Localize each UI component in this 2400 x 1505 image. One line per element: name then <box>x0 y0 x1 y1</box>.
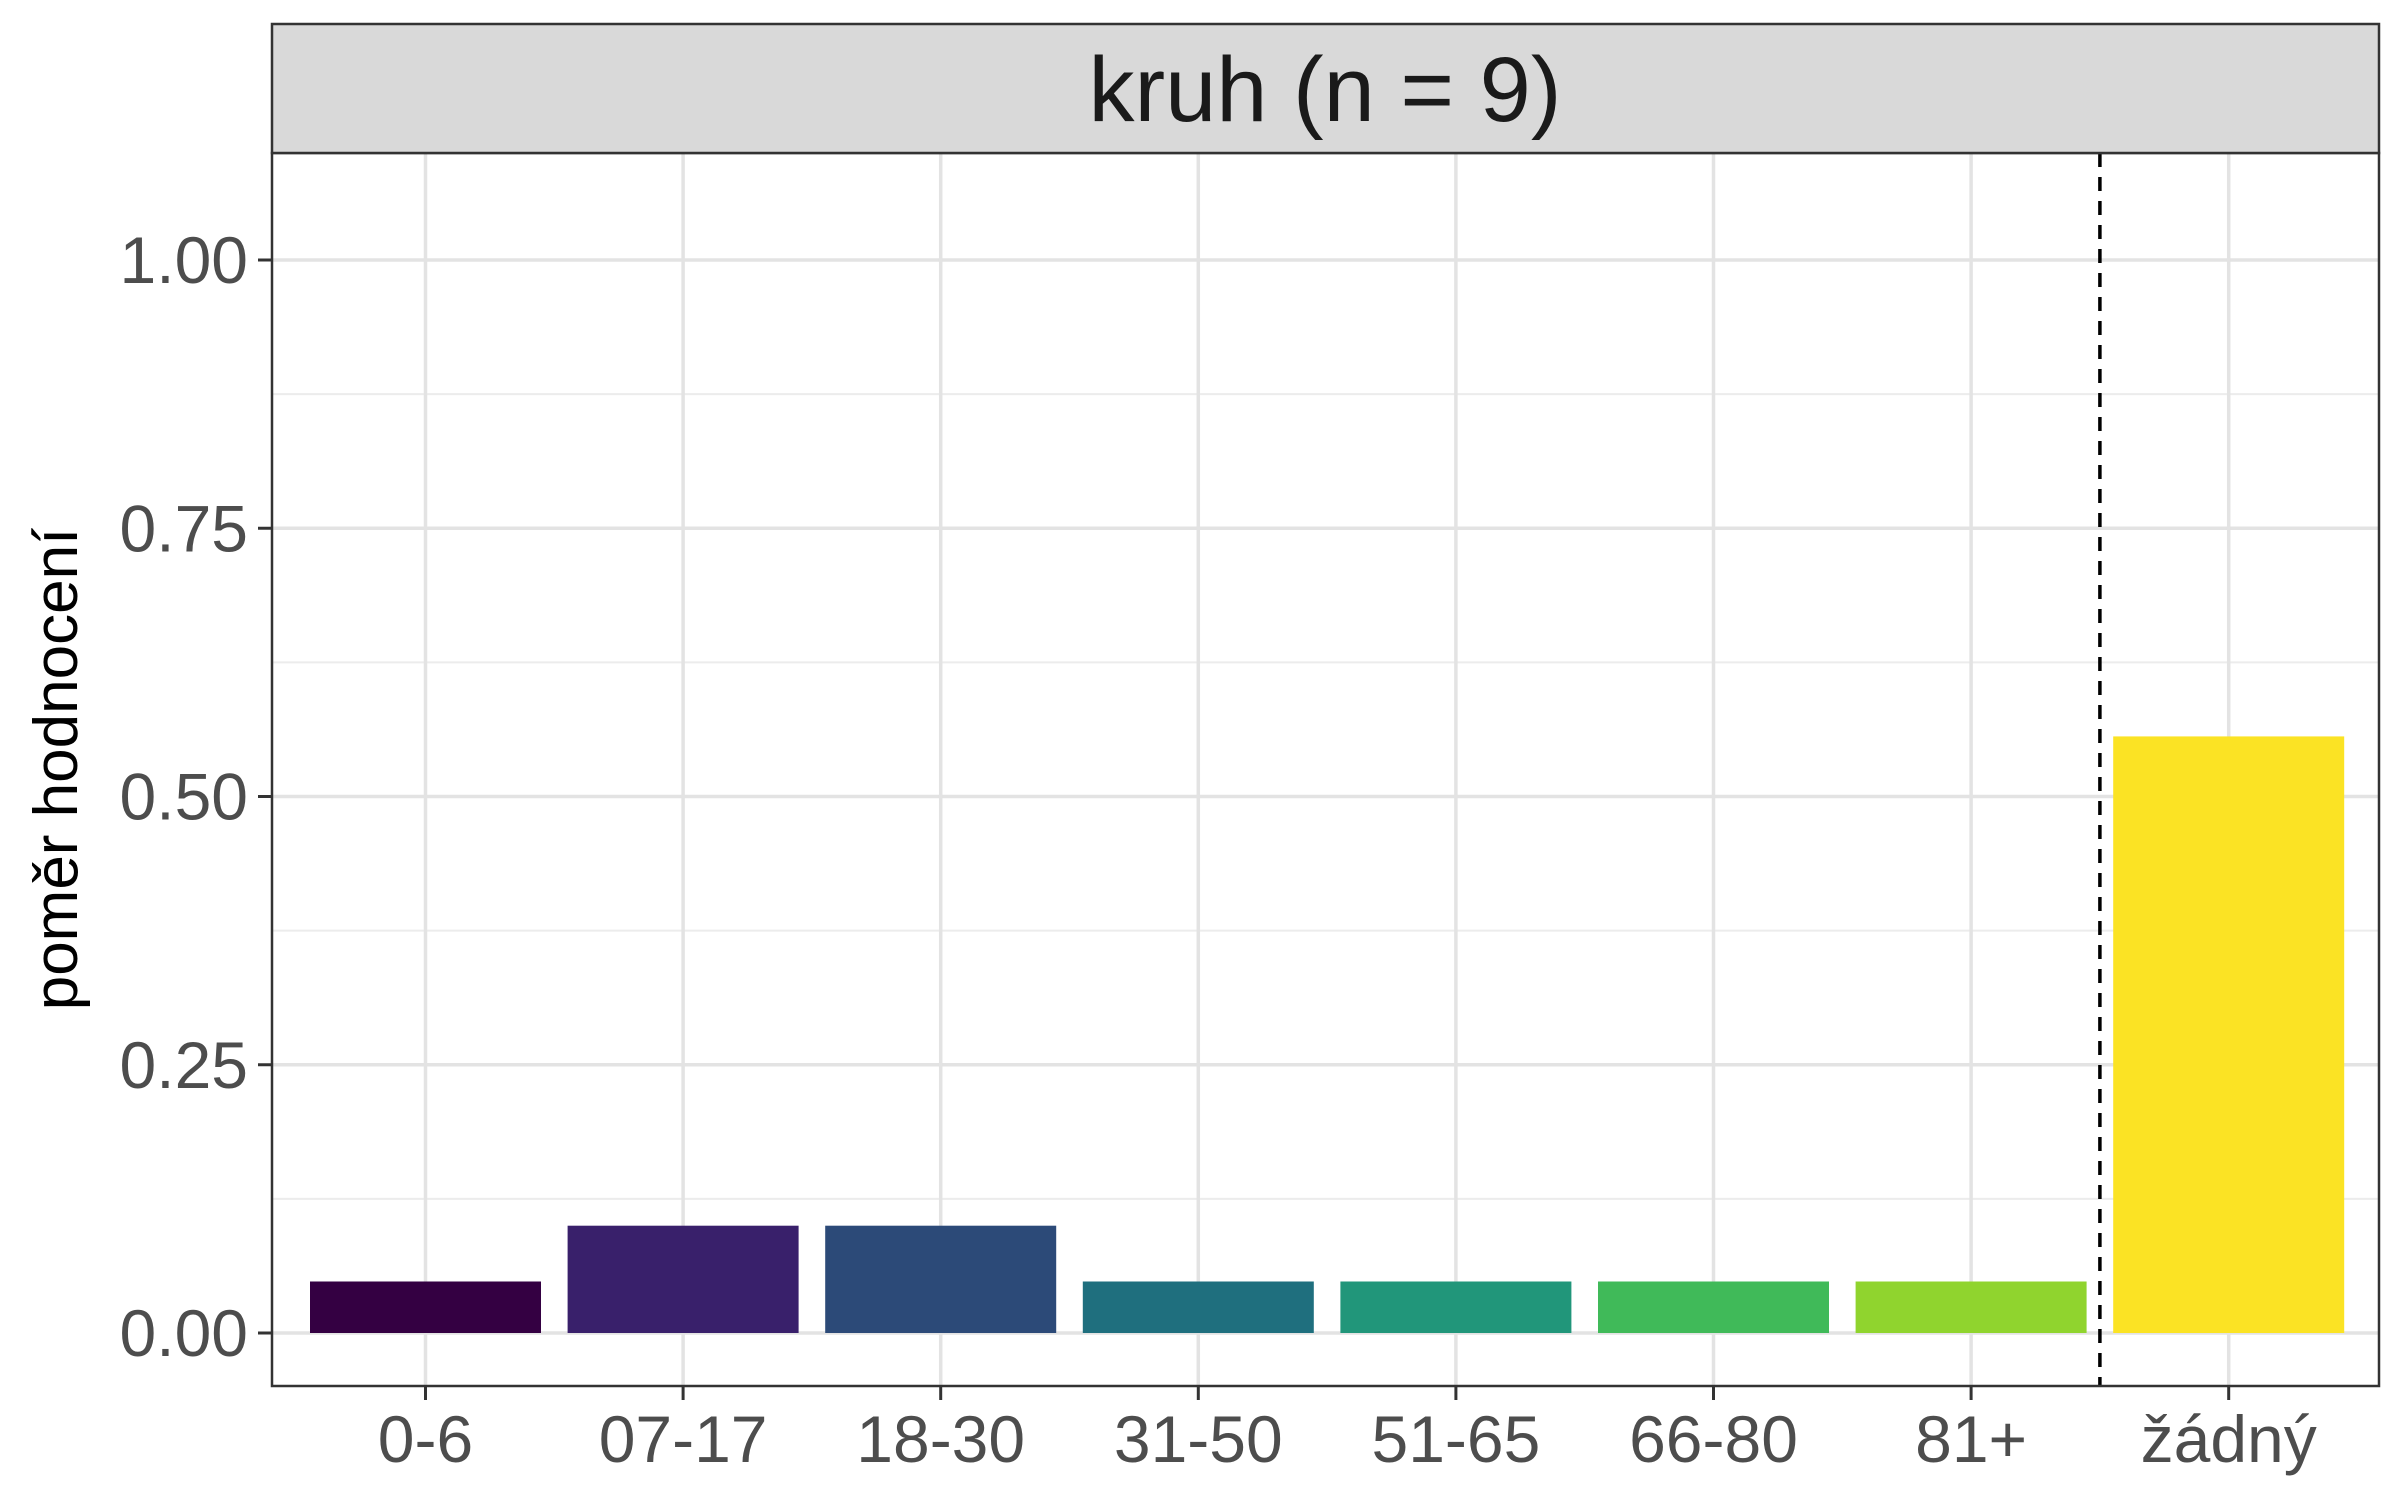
x-tick-label: 81+ <box>1915 1402 2027 1476</box>
x-tick-label: žádný <box>2141 1402 2317 1476</box>
y-tick-label: 0.00 <box>120 1296 248 1370</box>
bars-layer <box>310 736 2345 1333</box>
y-tick-label: 0.75 <box>120 491 248 565</box>
y-tick-label: 0.50 <box>120 760 248 834</box>
panel-border <box>270 151 2381 1388</box>
bar-18-30 <box>825 1225 1057 1333</box>
x-tick-label: 0-6 <box>378 1402 473 1476</box>
bar-žádný <box>2113 736 2345 1333</box>
bar-81+ <box>1855 1281 2087 1333</box>
y-tick-label: 1.00 <box>120 223 248 297</box>
bar-07-17 <box>567 1225 799 1333</box>
chart-title: kruh (n = 9) <box>1089 39 1562 141</box>
bar-31-50 <box>1082 1281 1314 1333</box>
x-tick-label: 66-80 <box>1629 1402 1798 1476</box>
bar-0-6 <box>310 1281 541 1333</box>
y-axis-title: poměr hodnocení <box>22 528 91 1011</box>
x-tick-label: 18-30 <box>856 1402 1025 1476</box>
facet-strip-background <box>270 22 2381 155</box>
x-tick-label: 51-65 <box>1371 1402 1540 1476</box>
x-tick-label: 31-50 <box>1114 1402 1283 1476</box>
bar-51-65 <box>1340 1281 1572 1333</box>
axis-layer: 0.00 0.25 0.50 0.75 1.00 0-6 07-17 18-30 31-50 51… <box>120 223 2317 1476</box>
y-tick-label: 0.25 <box>120 1028 248 1102</box>
bar-66-80 <box>1598 1281 1829 1333</box>
x-tick-label: 07-17 <box>599 1402 768 1476</box>
grid-layer <box>272 153 2379 1386</box>
facet-strip: kruh (n = 9) <box>270 22 2381 155</box>
